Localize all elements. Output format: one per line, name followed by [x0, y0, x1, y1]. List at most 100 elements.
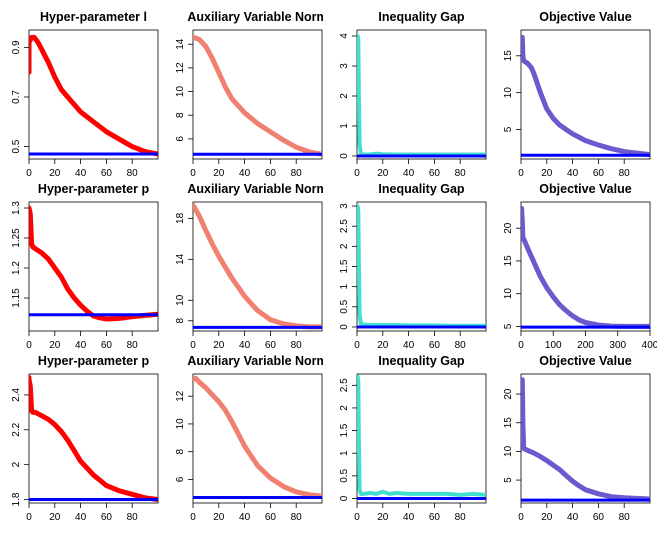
- plot-frame: [356, 373, 487, 504]
- y-tick-label: 0.7: [11, 90, 22, 104]
- plot-frame: [192, 373, 323, 504]
- x-tick-label: 0: [354, 512, 360, 523]
- y-tick-label: 1.3: [11, 201, 22, 215]
- y-tick-label: 0.5: [11, 139, 22, 153]
- x-tick-label: 60: [101, 168, 113, 179]
- y-tick-label: 2: [339, 243, 350, 249]
- y-tick-label: 10: [175, 294, 186, 306]
- x-tick-label: 100: [545, 340, 562, 351]
- series-line: [29, 34, 158, 157]
- y-tick-label: 1.5: [339, 259, 350, 273]
- x-tick-label: 40: [239, 340, 251, 351]
- y-tick-label: 0.9: [11, 40, 22, 54]
- x-tick-label: 80: [619, 168, 631, 179]
- panel-title: Objective Value: [539, 182, 631, 196]
- x-tick-label: 20: [213, 512, 225, 523]
- x-tick-label: 80: [127, 512, 139, 523]
- x-tick-label: 60: [101, 340, 113, 351]
- panel-12: Objective Value 0 20 40 60 80 5 10 15 20: [503, 354, 651, 523]
- series-line: [29, 375, 158, 502]
- x-tick-label: 40: [403, 340, 415, 351]
- y-tick-label: 2.5: [339, 219, 350, 233]
- panel-title: Hyper-parameter p: [38, 182, 150, 196]
- x-tick-label: 80: [455, 340, 467, 351]
- panel-title: Inequality Gap: [378, 10, 464, 24]
- x-tick-label: 20: [377, 340, 389, 351]
- y-tick-label: 0.5: [339, 299, 350, 313]
- y-tick-label: 10: [503, 288, 514, 300]
- x-tick-label: 40: [239, 512, 251, 523]
- x-tick-label: 200: [577, 340, 594, 351]
- plot-frame: [356, 29, 487, 160]
- x-tick-label: 60: [593, 168, 605, 179]
- x-tick-label: 80: [127, 168, 139, 179]
- x-tick-label: 20: [541, 168, 553, 179]
- panel-8: Objective Value 0 100 200 300 400 5 10 15 20: [503, 182, 657, 351]
- x-tick-label: 60: [101, 512, 113, 523]
- x-tick-label: 0: [190, 168, 196, 179]
- panel-3: Inequality Gap 0 20 40 60 80 0 1 2 3 4: [339, 10, 487, 179]
- y-tick-label: 6: [175, 136, 186, 142]
- x-tick-label: 400: [642, 340, 657, 351]
- panel-title: Objective Value: [539, 10, 631, 24]
- x-tick-label: 0: [354, 340, 360, 351]
- x-tick-label: 40: [75, 340, 87, 351]
- y-tick-label: 0: [339, 324, 350, 330]
- y-tick-label: 5: [503, 477, 514, 483]
- panel-4: Objective Value 0 20 40 60 80 5 10 15: [503, 10, 651, 179]
- y-tick-label: 1.25: [11, 228, 22, 248]
- y-tick-label: 2.2: [11, 422, 22, 436]
- y-tick-label: 15: [503, 255, 514, 267]
- plot-frame: [192, 29, 323, 160]
- y-tick-label: 15: [503, 417, 514, 429]
- x-tick-label: 60: [265, 512, 277, 523]
- x-tick-label: 0: [190, 340, 196, 351]
- x-tick-label: 40: [75, 512, 87, 523]
- x-tick-label: 0: [26, 512, 32, 523]
- y-tick-label: 5: [503, 126, 514, 132]
- y-tick-label: 10: [175, 86, 186, 98]
- y-tick-label: 2: [339, 405, 350, 411]
- y-tick-label: 10: [503, 445, 514, 457]
- y-tick-label: 12: [175, 62, 186, 74]
- y-tick-label: 18: [175, 212, 186, 224]
- series-line: [521, 206, 650, 329]
- x-tick-label: 80: [455, 168, 467, 179]
- x-tick-label: 20: [213, 168, 225, 179]
- x-tick-label: 300: [609, 340, 626, 351]
- series-line: [357, 34, 486, 157]
- y-tick-label: 0: [339, 495, 350, 501]
- series-line: [29, 205, 158, 322]
- panel-title: Auxiliary Variable Norm: [187, 182, 327, 196]
- panel-1: Hyper-parameter l 0 20 40 60 80 0.5 0.7 0.9: [11, 10, 159, 179]
- x-tick-label: 20: [541, 512, 553, 523]
- x-tick-label: 60: [593, 512, 605, 523]
- x-tick-label: 80: [619, 512, 631, 523]
- y-tick-label: 3: [339, 63, 350, 69]
- x-tick-label: 0: [518, 168, 524, 179]
- y-tick-label: 1: [339, 283, 350, 289]
- y-tick-label: 15: [503, 50, 514, 62]
- x-tick-label: 80: [291, 168, 303, 179]
- x-tick-label: 0: [26, 340, 32, 351]
- y-tick-label: 8: [175, 112, 186, 118]
- y-tick-label: 20: [503, 388, 514, 400]
- x-tick-label: 20: [49, 512, 61, 523]
- x-tick-label: 0: [518, 340, 524, 351]
- x-tick-label: 80: [127, 340, 139, 351]
- y-tick-label: 1: [339, 450, 350, 456]
- series-line: [193, 34, 322, 157]
- x-tick-label: 60: [429, 168, 441, 179]
- y-tick-label: 1.8: [11, 492, 22, 506]
- y-tick-label: 10: [175, 418, 186, 430]
- panel-title: Auxiliary Variable Norm: [187, 354, 327, 368]
- y-tick-label: 0.5: [339, 468, 350, 482]
- x-tick-label: 40: [567, 512, 579, 523]
- x-tick-label: 40: [75, 168, 87, 179]
- series-line: [193, 202, 322, 330]
- y-tick-label: 0: [339, 153, 350, 159]
- y-tick-label: 10: [503, 87, 514, 99]
- plot-frame: [28, 201, 159, 332]
- x-tick-label: 80: [291, 340, 303, 351]
